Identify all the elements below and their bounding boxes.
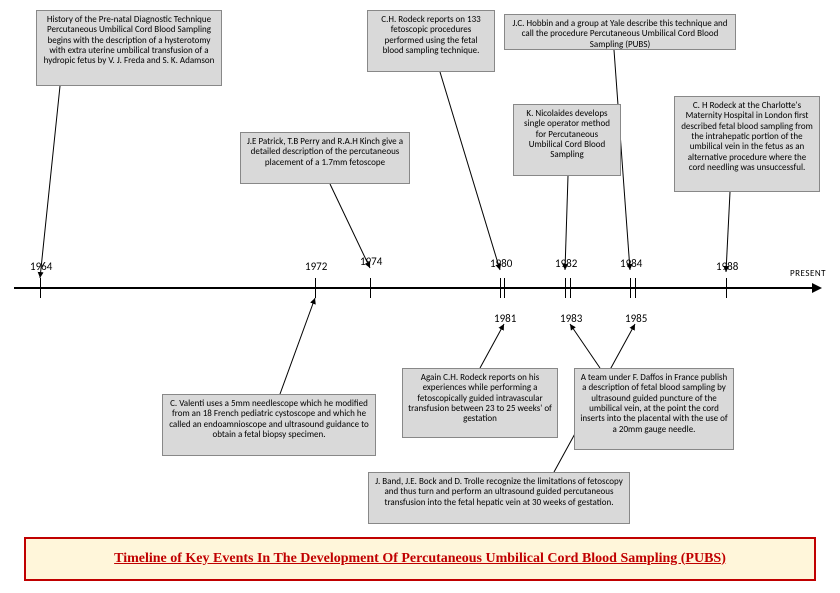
year-label: 1972 (305, 260, 327, 273)
axis-tick (504, 278, 505, 298)
axis-tick (40, 278, 41, 298)
axis-arrowhead (812, 283, 822, 293)
event-box-b1983: A team under F. Daffos in France publish… (574, 368, 734, 450)
axis-tick (630, 278, 631, 298)
year-label: 1981 (494, 312, 516, 325)
event-box-b1988: C. H Rodeck at the Charlotte's Maternity… (674, 96, 820, 192)
year-label: 1985 (625, 312, 647, 325)
connector-line (570, 324, 600, 368)
connector-line (480, 324, 504, 368)
axis-tick (370, 278, 371, 298)
connector-line (280, 298, 315, 394)
axis-tick (570, 278, 571, 298)
event-box-b1964: History of the Pre-natal Diagnostic Tech… (36, 10, 222, 86)
figure-title: Timeline of Key Events In The Developmen… (24, 537, 816, 581)
axis-tick (500, 278, 501, 298)
axis-tick (635, 278, 636, 298)
event-box-b1982: K. Nicolaides develops single operator m… (513, 104, 621, 176)
year-label: 1980 (490, 257, 512, 270)
connector-line (440, 72, 500, 270)
timeline-axis (14, 287, 814, 289)
year-label: 1988 (716, 260, 738, 273)
event-box-b1980: C.H. Rodeck reports on 133 fetoscopic pr… (367, 10, 495, 72)
event-box-b1984: J.C. Hobbin and a group at Yale describe… (504, 14, 736, 50)
connector-line (40, 86, 60, 278)
year-label: 1964 (30, 260, 52, 273)
event-box-b1985: J. Band, J.E. Bock and D. Trolle recogni… (368, 472, 630, 524)
year-label: 1984 (620, 257, 642, 270)
figure-title-text: Timeline of Key Events In The Developmen… (114, 551, 726, 568)
axis-tick (315, 278, 316, 298)
axis-tick (726, 278, 727, 298)
connector-line (565, 176, 568, 270)
year-label: 1982 (555, 257, 577, 270)
axis-tick (565, 278, 566, 298)
timeline-canvas: PRESENT 1964 1972 1974 1980 1981 1982 1983 1984… (0, 0, 840, 593)
year-label: 1974 (360, 255, 382, 268)
event-box-b1972: C. Valenti uses a 5mm needlescope which … (162, 394, 376, 456)
event-box-b1981: Again C.H. Rodeck reports on his experie… (402, 368, 558, 438)
event-box-b1974: J.E Patrick, T.B Perry and R.A.H Kinch g… (240, 132, 410, 184)
axis-end-label: PRESENT (790, 268, 826, 279)
year-label: 1983 (560, 312, 582, 325)
